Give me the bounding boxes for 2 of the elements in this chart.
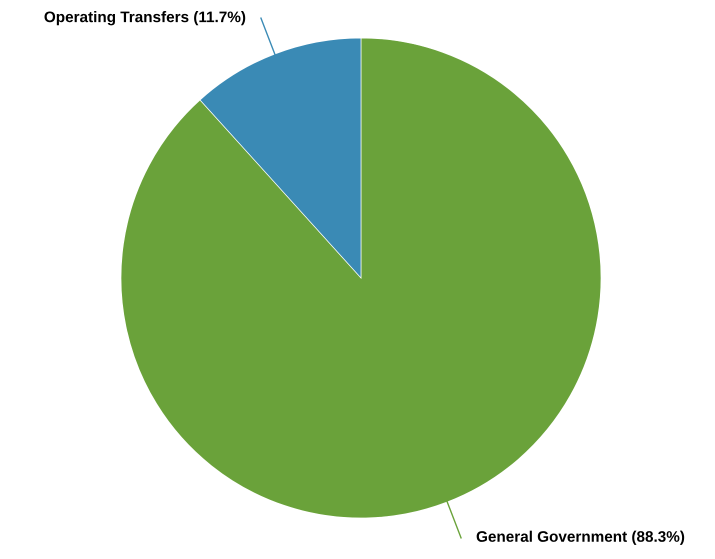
slice-label: Operating Transfers (11.7%) xyxy=(44,11,246,26)
slice-label: General Government (88.3%) xyxy=(476,530,684,545)
